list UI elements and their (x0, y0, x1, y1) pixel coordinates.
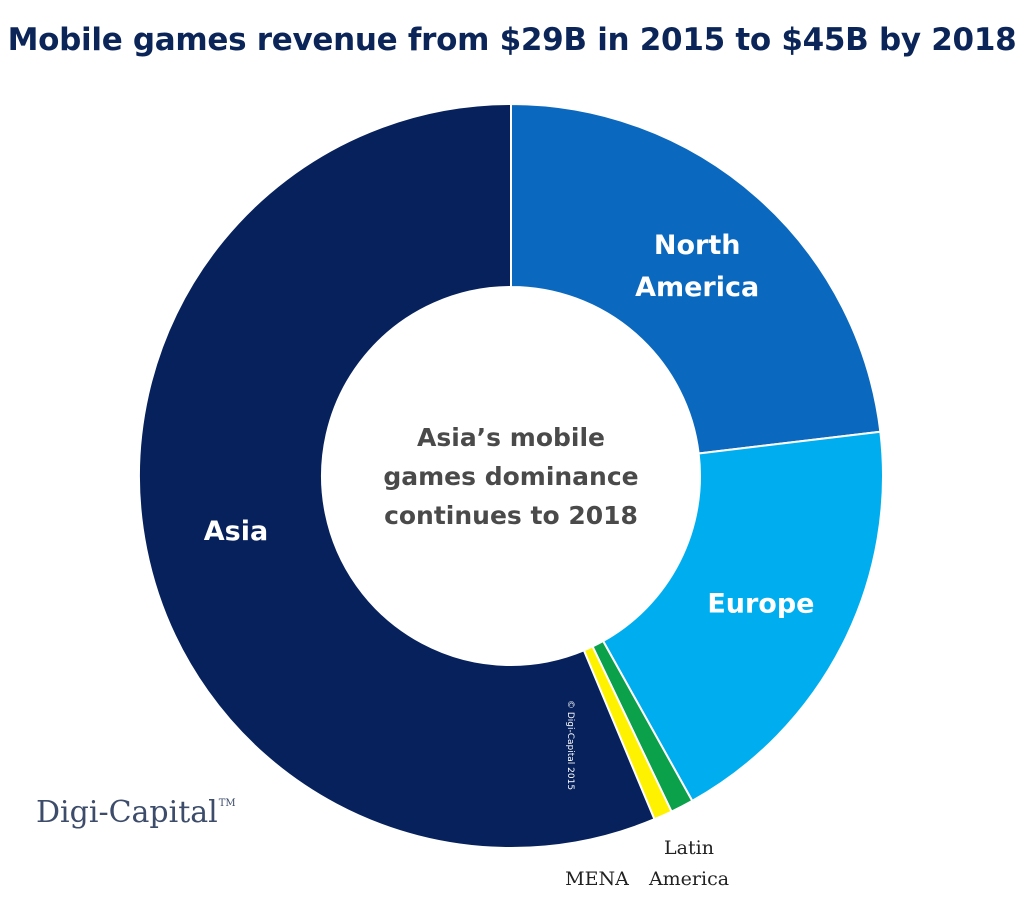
slice-label-mena: MENA (565, 868, 629, 890)
slice-label-asia: Asia (204, 516, 268, 547)
slice-europe (601, 430, 884, 803)
slice-label-north-america-line-2: America (635, 272, 759, 303)
slice-label-latin-america-line-1: Latin (664, 837, 714, 859)
center-annotation-line-3: continues to 2018 (384, 501, 638, 530)
slice-label-latin-america-line-2: America (648, 868, 729, 890)
trademark-mark: TM (218, 798, 236, 809)
copyright-note: © Digi-Capital 2015 (565, 700, 575, 790)
center-annotation: Asia’s mobile games dominance continues to… (383, 423, 638, 530)
slice-north-america (510, 102, 882, 455)
chart-title: Mobile games revenue from $29B in 2015 t… (7, 22, 1017, 58)
slice-label-europe: Europe (707, 588, 814, 619)
brand-name: Digi-Capital (36, 795, 218, 830)
slice-asia (138, 102, 656, 849)
slice-label-north-america-line-1: North (654, 230, 741, 261)
center-annotation-line-2: games dominance (383, 462, 638, 491)
center-annotation-line-1: Asia’s mobile (417, 423, 605, 452)
brand-logo: Digi-CapitalTM (36, 795, 236, 830)
